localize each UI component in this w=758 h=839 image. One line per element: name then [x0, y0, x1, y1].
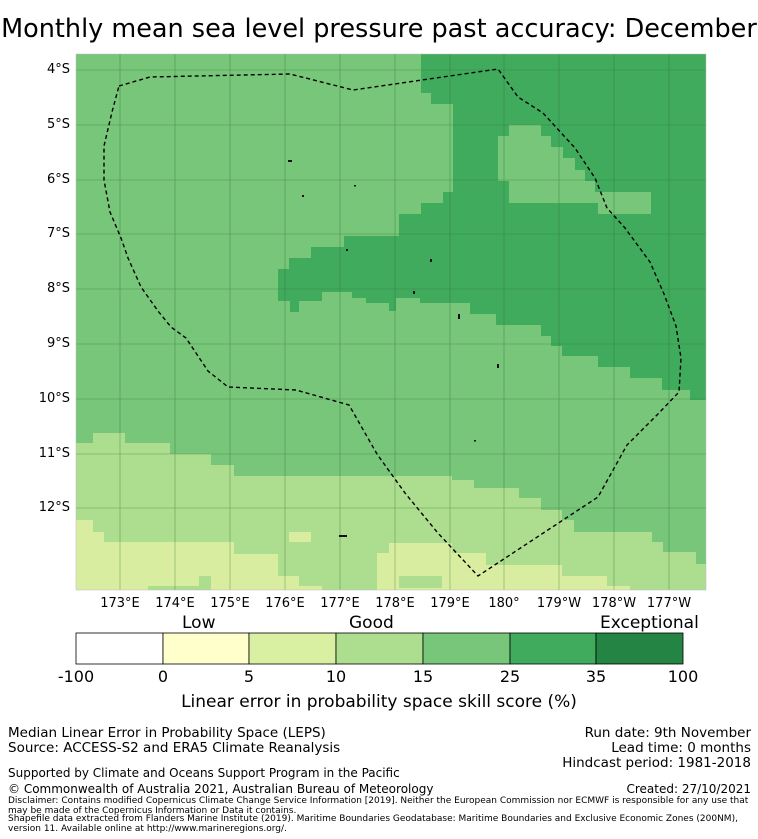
island [288, 160, 292, 162]
region-medium-patch-south [399, 576, 442, 588]
lon-label-174e: 174°E [155, 596, 195, 611]
region-medium-patch-sw [148, 576, 211, 590]
lon-label-177w: 177°W [646, 596, 692, 611]
island [339, 535, 347, 537]
lon-label-178e: 178°E [375, 596, 415, 611]
lat-label-12s: 12°S [38, 500, 70, 515]
lon-label-175e: 175°E [210, 596, 250, 611]
region-low-skill-patch [289, 532, 311, 542]
colorbar-tick: 100 [667, 667, 699, 686]
lon-label-180: 180° [488, 596, 520, 611]
lat-label-4s: 4°S [46, 62, 70, 77]
colorbar-tick: 25 [499, 667, 521, 686]
island [474, 440, 476, 442]
support-text: Supported by Climate and Oceans Support … [8, 766, 400, 780]
colorbar-category-good: Good [349, 613, 394, 633]
islands [288, 160, 499, 537]
island [430, 259, 432, 262]
lat-label-7s: 7°S [46, 226, 70, 241]
island [413, 291, 415, 294]
shapefile-credit-text: Shapefile data extracted from Flanders M… [8, 814, 738, 834]
region-low-skill-west [76, 520, 322, 590]
colorbar-tick: 15 [412, 667, 434, 686]
lat-label-11s: 11°S [38, 446, 70, 461]
colorbar-label: Linear error in probability space skill … [181, 692, 577, 712]
colorbar-tick: -100 [57, 667, 95, 686]
copyright-text: © Commonwealth of Australia 2021, Austra… [8, 782, 434, 796]
lon-label-177e: 177°E [320, 596, 360, 611]
eez-boundary [103, 68, 682, 577]
colorbar-swatch-2 [248, 632, 337, 665]
colorbar-category-low: Low [182, 613, 216, 633]
island [346, 249, 348, 251]
colorbar-swatch-3 [335, 632, 424, 665]
created-text: Created: 27/10/2021 [626, 782, 751, 796]
colorbar [75, 632, 684, 665]
region-high-skill [278, 54, 706, 400]
lon-label-173e: 173°E [100, 596, 140, 611]
colorbar-swatch-5 [509, 632, 597, 665]
disclaimer-text: Disclaimer: Contains modified Copernicus… [8, 796, 749, 816]
colorbar-tick: 35 [585, 667, 607, 686]
lead-time-text: Lead time: 0 months [611, 740, 751, 756]
lat-label-6s: 6°S [46, 172, 70, 187]
region-inner-patch [498, 125, 651, 214]
method-text: Median Linear Error in Probability Space… [8, 725, 326, 741]
lat-label-5s: 5°S [46, 117, 70, 132]
lat-label-10s: 10°S [38, 391, 70, 406]
colorbar-swatch-1 [162, 632, 250, 665]
island [497, 364, 499, 368]
colorbar-category-exceptional: Exceptional [600, 613, 699, 633]
skill-score-map [75, 53, 707, 591]
colorbar-swatch-4 [422, 632, 511, 665]
colorbar-swatch-0 [75, 632, 164, 665]
lon-label-176e: 176°E [265, 596, 305, 611]
lat-label-8s: 8°S [46, 281, 70, 296]
chart-title: Monthly mean sea level pressure past acc… [1, 14, 757, 44]
lat-label-9s: 9°S [46, 336, 70, 351]
lon-label-179e: 179°E [430, 596, 470, 611]
colorbar-tick: 10 [325, 667, 347, 686]
island [302, 195, 304, 197]
map-frame [75, 53, 707, 591]
colorbar-tick: 5 [243, 667, 255, 686]
lon-label-178w: 178°W [591, 596, 637, 611]
colorbar-swatch-6 [595, 632, 684, 665]
island [458, 314, 460, 319]
island [354, 185, 356, 187]
source-text: Source: ACCESS-S2 and ERA5 Climate Reana… [8, 740, 341, 756]
run-date-text: Run date: 9th November [584, 725, 751, 741]
hindcast-text: Hindcast period: 1981-2018 [562, 755, 751, 771]
colorbar-tick: 0 [157, 667, 169, 686]
lon-label-179w: 179°W [536, 596, 582, 611]
graticule [76, 54, 706, 590]
